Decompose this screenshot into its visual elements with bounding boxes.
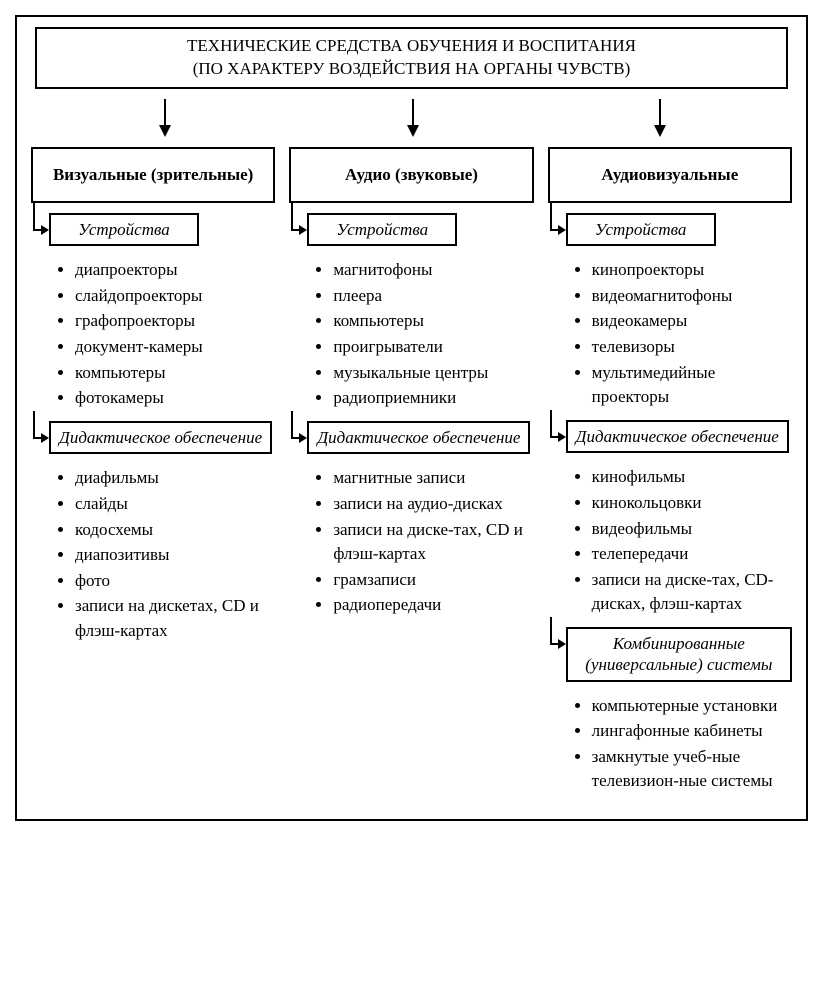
list-item: записи на диске-тах, CD-дисках, флэш-кар…: [592, 568, 792, 617]
connector-arrow: [550, 643, 564, 645]
list-item: слайды: [75, 492, 275, 517]
category-heading: Аудиовизуальные: [548, 147, 792, 203]
connector-vertical: [550, 203, 552, 231]
section-subhead: Дидактическое обеспечение: [566, 420, 789, 453]
list-item: радиопередачи: [333, 593, 533, 618]
list-item: плеера: [333, 284, 533, 309]
list-item: замкнутые учеб-ные телевизион-ные систем…: [592, 745, 792, 794]
column: Аудио (звуковые) Устройства магнитофоныпле…: [289, 147, 533, 628]
connector-vertical: [550, 410, 552, 438]
list-item: фото: [75, 569, 275, 594]
category-heading: Визуальные (зрительные): [31, 147, 275, 203]
list-item: компьютерные установки: [592, 694, 792, 719]
connector-arrow: [291, 229, 305, 231]
category-heading: Аудио (звуковые): [289, 147, 533, 203]
list-item: видеомагнитофоны: [592, 284, 792, 309]
item-list: компьютерные установкилингафонные кабине…: [566, 694, 792, 795]
list-item: телевизоры: [592, 335, 792, 360]
section: Устройства диапроекторыслайдопроекторыгра…: [31, 213, 275, 411]
list-item: слайдопроекторы: [75, 284, 275, 309]
list-item: документ-камеры: [75, 335, 275, 360]
section-subhead: Устройства: [566, 213, 716, 246]
list-item: компьютеры: [75, 361, 275, 386]
list-item: магнитные записи: [333, 466, 533, 491]
connector-vertical: [550, 617, 552, 645]
list-item: мультимедийные проекторы: [592, 361, 792, 410]
connector-arrow: [550, 436, 564, 438]
down-arrow: [164, 99, 166, 135]
list-item: диафильмы: [75, 466, 275, 491]
connector-arrow: [550, 229, 564, 231]
column: АудиовизуальныеУстройствакинопроекторыви…: [548, 147, 792, 804]
item-list: диафильмыслайдыкодосхемыдиапозитивыфотоз…: [49, 466, 275, 643]
list-item: кинокольцовки: [592, 491, 792, 516]
list-item: видеокамеры: [592, 309, 792, 334]
section: Устройства магнитофоныплееракомпьютерыпро…: [289, 213, 533, 411]
column: Визуальные (зрительные) Устройства диапрое…: [31, 147, 275, 654]
down-arrow: [412, 99, 414, 135]
section: Устройства кинопроекторывидеомагнитофоныв…: [548, 213, 792, 410]
list-item: грамзаписи: [333, 568, 533, 593]
item-list: магнитофоныплееракомпьютерыпроигрыватели…: [307, 258, 533, 411]
section: Дидактическое обеспечение кинофильмыкинок…: [548, 420, 792, 617]
section: Дидактическое обеспечение диафильмыслайды…: [31, 421, 275, 644]
section-subhead: Устройства: [49, 213, 199, 246]
connector-vertical: [291, 411, 293, 439]
list-item: кодосхемы: [75, 518, 275, 543]
connector-vertical: [33, 203, 35, 231]
item-list: магнитные записизаписи на аудио-дискахза…: [307, 466, 533, 618]
title-line-2: (ПО ХАРАКТЕРУ ВОЗДЕЙСТВИЯ НА ОРГАНЫ ЧУВС…: [193, 59, 631, 78]
columns-container: Визуальные (зрительные) Устройства диапрое…: [25, 147, 798, 804]
list-item: магнитофоны: [333, 258, 533, 283]
list-item: кинофильмы: [592, 465, 792, 490]
list-item: телепередачи: [592, 542, 792, 567]
list-item: кинопроекторы: [592, 258, 792, 283]
item-list: диапроекторыслайдопроекторыграфопроектор…: [49, 258, 275, 411]
title-line-1: ТЕХНИЧЕСКИЕ СРЕДСТВА ОБУЧЕНИЯ И ВОСПИТАН…: [187, 36, 636, 55]
list-item: записи на аудио-дисках: [333, 492, 533, 517]
list-item: лингафонные кабинеты: [592, 719, 792, 744]
item-list: кинопроекторывидеомагнитофонывидеокамеры…: [566, 258, 792, 410]
section-subhead: Дидактическое обеспечение: [307, 421, 530, 454]
list-item: записи на диске-тах, CD и флэш-картах: [333, 518, 533, 567]
connector-vertical: [291, 203, 293, 231]
list-item: видеофильмы: [592, 517, 792, 542]
list-item: проигрыватели: [333, 335, 533, 360]
list-item: диапозитивы: [75, 543, 275, 568]
connector-arrow: [291, 437, 305, 439]
list-item: диапроекторы: [75, 258, 275, 283]
list-item: записи на дискетах, CD и флэш-картах: [75, 594, 275, 643]
section: Дидактическое обеспечение магнитные запис…: [289, 421, 533, 618]
down-arrow: [659, 99, 661, 135]
section-subhead: Дидактическое обеспечение: [49, 421, 272, 454]
list-item: фотокамеры: [75, 386, 275, 411]
diagram-frame: ТЕХНИЧЕСКИЕ СРЕДСТВА ОБУЧЕНИЯ И ВОСПИТАН…: [15, 15, 808, 821]
section-subhead: Устройства: [307, 213, 457, 246]
arrow-row: [25, 99, 798, 147]
list-item: компьютеры: [333, 309, 533, 334]
diagram-title-box: ТЕХНИЧЕСКИЕ СРЕДСТВА ОБУЧЕНИЯ И ВОСПИТАН…: [35, 27, 788, 89]
item-list: кинофильмыкинокольцовкивидеофильмытелепе…: [566, 465, 792, 617]
section: Комбинированные (универсальные) системы к…: [548, 627, 792, 794]
connector-arrow: [33, 437, 47, 439]
connector-arrow: [33, 229, 47, 231]
connector-vertical: [33, 411, 35, 439]
list-item: музыкальные центры: [333, 361, 533, 386]
section-subhead: Комбинированные (универсальные) системы: [566, 627, 792, 682]
list-item: графопроекторы: [75, 309, 275, 334]
list-item: радиоприемники: [333, 386, 533, 411]
